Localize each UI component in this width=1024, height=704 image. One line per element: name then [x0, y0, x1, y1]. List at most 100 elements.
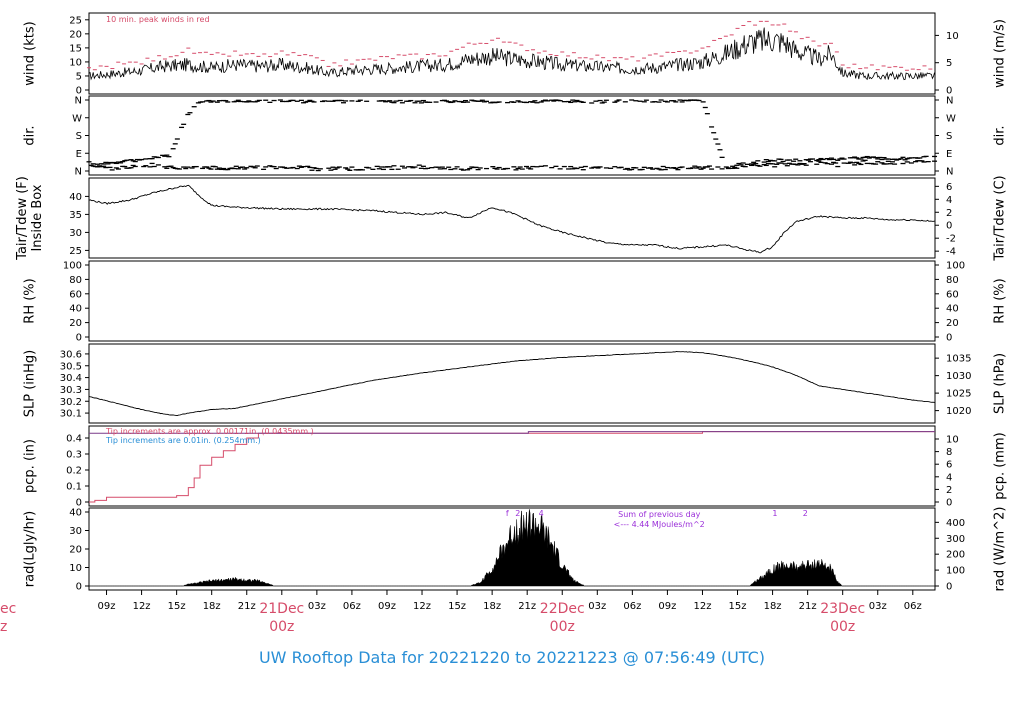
y-axis-label-left: dir. — [23, 125, 38, 145]
panel-radiation: rad(Lgly/hr) rad (W/m^2)01020304001002003… — [23, 507, 1008, 593]
y-tick-label-right: 200 — [946, 550, 965, 561]
y-tick-label: N — [75, 96, 82, 107]
panel-frame — [88, 260, 936, 342]
y-axis-label-right: RH (%) — [993, 278, 1008, 323]
hour-marker: 2 — [515, 509, 520, 518]
y-tick-label-right: 2 — [946, 485, 952, 496]
x-tick-label: 18z — [483, 601, 501, 612]
hour-marker: 4 — [539, 509, 544, 518]
y-tick-label-right: 8 — [946, 447, 952, 458]
y-tick-label-right: 5 — [946, 58, 952, 69]
y-tick-label: 0 — [76, 498, 82, 509]
y-tick-label-right: 60 — [946, 289, 959, 300]
y-tick-label: 15 — [69, 43, 82, 54]
y-tick-label: 0 — [76, 86, 82, 97]
y-tick-label-right: 4 — [946, 195, 952, 206]
y-tick-label-right: 0 — [946, 582, 952, 593]
x-tick-label: 15z — [168, 601, 186, 612]
y-tick-label: 0 — [76, 582, 82, 593]
y-tick-label-right: 10 — [946, 31, 959, 42]
y-tick-label: 30.1 — [60, 409, 82, 420]
y-tick-label: 100 — [63, 261, 82, 272]
panel-frame — [88, 95, 936, 176]
y-tick-label-right: 300 — [946, 534, 965, 545]
x-tick-label: 03z — [308, 601, 326, 612]
panel-relative_humidity: RH (%) RH (%) 0 20 40 60 80 100 0 20 40 60 80 100 — [23, 260, 1008, 344]
y-tick-label: 30.3 — [60, 385, 82, 396]
tip-note-exact: Tip increments are 0.01in. (0.254mm.) — [105, 436, 261, 445]
y-tick-label: 60 — [69, 289, 82, 300]
y-tick-label: 40 — [69, 508, 82, 519]
x-tick-label: 12z — [693, 601, 711, 612]
y-tick-label: E — [76, 149, 82, 160]
y-axis-label-right: rad (W/m^2) — [993, 507, 1008, 592]
y-tick-label: S — [76, 131, 82, 142]
y-tick-label: 20 — [69, 545, 82, 556]
y-axis-label-left: SLP (inHg) — [23, 350, 38, 418]
y-tick-label: 40 — [69, 304, 82, 315]
y-tick-label-right: 6 — [946, 460, 952, 471]
y-tick-label-right: 400 — [946, 518, 965, 529]
hour-marker: f — [506, 509, 509, 518]
peak-wind-note: 10 min. peak winds in red — [106, 15, 210, 24]
x-tick-label: 03z — [588, 601, 606, 612]
y-axis-label-left: pcp. (in) — [23, 439, 38, 493]
y-tick-label-right: 1035 — [946, 354, 971, 365]
y-tick-label: 35 — [69, 210, 82, 221]
y-tick-label: 0.1 — [66, 482, 82, 493]
y-tick-label: 0.4 — [66, 434, 82, 445]
y-tick-label-right: 4 — [946, 472, 952, 483]
y-axis-label-left: Inside Box — [30, 184, 45, 251]
y-tick-label: 0 — [76, 333, 82, 344]
y-tick-label: 10 — [69, 57, 82, 68]
y-tick-label: 20 — [69, 318, 82, 329]
radiation-area — [89, 509, 935, 587]
y-tick-label-right: 1020 — [946, 406, 971, 417]
y-tick-label-right: 6 — [946, 182, 952, 193]
panel-frame — [88, 177, 936, 259]
x-tick-label: 21z — [518, 601, 536, 612]
x-tick-label: 06z — [904, 601, 922, 612]
x-tick-label: 09z — [378, 601, 396, 612]
panel-pressure: SLP (inHg) SLP (hPa) 30.130.230.330.430.53… — [23, 343, 1008, 424]
y-axis-label-left: rad(Lgly/hr) — [23, 511, 38, 587]
x-tick-label: 18z — [764, 601, 782, 612]
precip-series-pink — [89, 431, 935, 503]
y-tick-label-right: 1030 — [946, 371, 971, 382]
wind-series — [88, 27, 935, 81]
y-axis-label-right: Tair/Tdew (C) — [993, 175, 1008, 261]
x-tick-label: 21z — [238, 601, 256, 612]
x-tick-label-date: 22Dec — [540, 601, 585, 617]
y-axis-label-right: pcp. (mm) — [993, 432, 1008, 499]
x-tick-label: 21z — [799, 601, 817, 612]
y-tick-label: N — [75, 167, 82, 178]
y-tick-label: 30.5 — [60, 361, 82, 372]
y-tick-label-right: N — [946, 167, 953, 178]
y-tick-label-right: E — [946, 149, 952, 160]
y-tick-label-right: 0 — [946, 86, 952, 97]
x-tick-label-date-partial: z — [0, 619, 7, 635]
page-title: UW Rooftop Data for 20221220 to 20221223… — [258, 648, 766, 667]
y-tick-label: 20 — [69, 29, 82, 40]
panel-temperature: Tair/Tdew (F) Inside Box Tair/Tdew (C) 25 30… — [15, 175, 1007, 261]
y-tick-label-right: 10 — [946, 435, 959, 446]
y-axis-label-left: wind (kts) — [23, 21, 38, 85]
y-tick-label-right: W — [946, 113, 956, 124]
y-tick-label: 5 — [76, 71, 82, 82]
sum-value-note: <--- 4.44 MJoules/m^2 — [614, 520, 705, 529]
panel-precipitation: pcp. (in) pcp. (mm) 0 0.1 0.2 0.3 0.4 0 2 46 810 Ti… — [23, 425, 1008, 509]
y-axis-label-right: SLP (hPa) — [993, 353, 1008, 414]
hour-marker: 1 — [772, 509, 777, 518]
y-tick-label-right: -2 — [946, 234, 956, 245]
y-axis-label-right: wind (m/s) — [993, 19, 1008, 88]
y-axis-label-left: Tair/Tdew (F) — [15, 176, 30, 261]
x-tick-label: 06z — [623, 601, 641, 612]
x-tick-label: 06z — [343, 601, 361, 612]
y-tick-label-right: 0 — [946, 333, 952, 344]
x-tick-label: 12z — [133, 601, 151, 612]
y-tick-label: 40 — [69, 192, 82, 203]
temperature-series — [88, 184, 935, 254]
x-tick-label: 15z — [448, 601, 466, 612]
